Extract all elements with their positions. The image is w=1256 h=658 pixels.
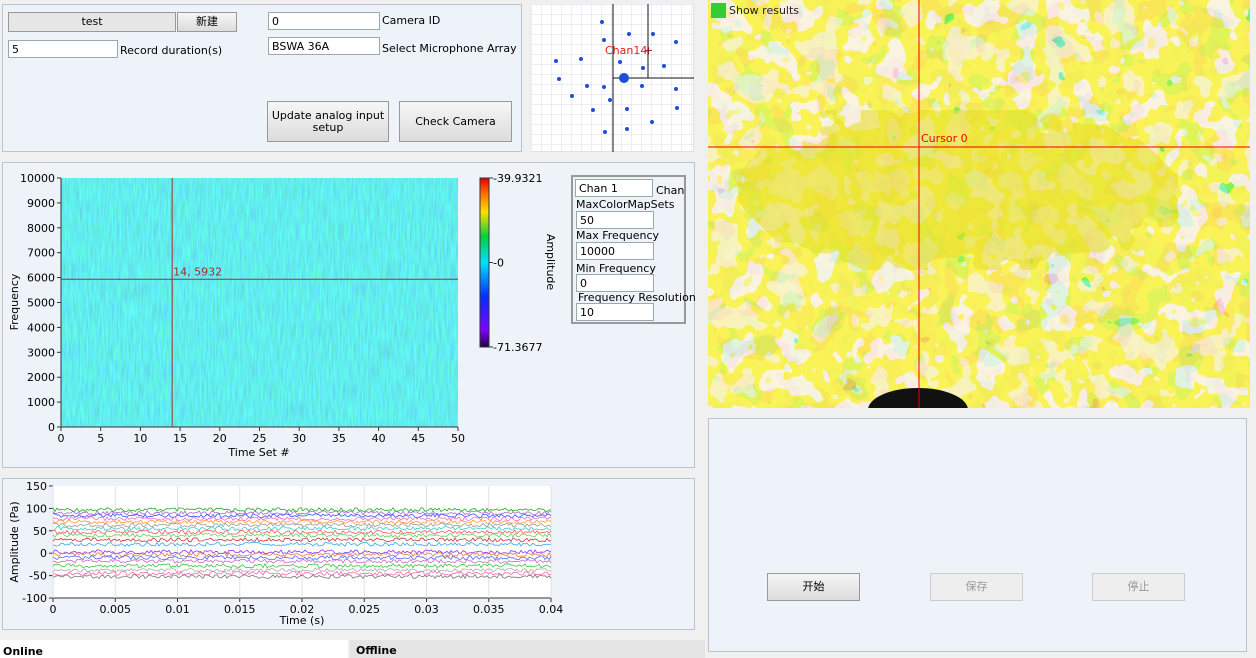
y-tick-label: 6000 bbox=[27, 272, 55, 285]
chan-select[interactable]: Chan 1 bbox=[575, 179, 653, 197]
y-tick-label: 4000 bbox=[27, 321, 55, 334]
show-results-label: Show results bbox=[729, 4, 799, 17]
x-tick-label: 0.015 bbox=[224, 603, 256, 616]
colorbar bbox=[480, 178, 489, 347]
x-tick-label: 0.03 bbox=[414, 603, 439, 616]
x-tick-label: 0.04 bbox=[539, 603, 564, 616]
camera-id-input[interactable]: 0 bbox=[268, 12, 380, 30]
x-axis-label: Time Set # bbox=[227, 446, 289, 459]
max-freq-label: Max Frequency bbox=[576, 229, 659, 242]
max-colormap-label: MaxColorMapSets bbox=[576, 198, 674, 211]
cursor-label: 14, 5932 bbox=[173, 265, 222, 278]
x-axis-label: Time (s) bbox=[279, 614, 325, 627]
y-tick-label: -100 bbox=[22, 592, 47, 605]
x-tick-label: 0.025 bbox=[349, 603, 381, 616]
y-tick-label: 150 bbox=[26, 480, 47, 493]
name-field[interactable]: test bbox=[8, 12, 176, 32]
array-cursor-label: Chan14 bbox=[605, 44, 647, 57]
duration-label: Record duration(s) bbox=[120, 44, 222, 57]
x-tick-label: 30 bbox=[292, 432, 306, 445]
x-tick-label: 45 bbox=[411, 432, 425, 445]
x-tick-label: 10 bbox=[133, 432, 147, 445]
stop-button[interactable]: 停止 bbox=[1092, 573, 1185, 601]
actions-panel bbox=[708, 418, 1247, 652]
offline-tab[interactable]: Offline bbox=[350, 640, 705, 658]
x-tick-label: 0 bbox=[58, 432, 65, 445]
y-tick-label: 8000 bbox=[27, 222, 55, 235]
camera-view: Cursor 0 Show results bbox=[708, 0, 1250, 408]
duration-input[interactable]: 5 bbox=[8, 40, 118, 58]
y-tick-label: 0 bbox=[48, 421, 55, 434]
new-button[interactable]: 新建 bbox=[177, 12, 237, 32]
y-tick-label: 7000 bbox=[27, 247, 55, 260]
y-axis-label: Amplitude (Pa) bbox=[8, 501, 21, 582]
chan-label: Chan bbox=[656, 184, 684, 197]
y-tick-label: 100 bbox=[26, 502, 47, 515]
colorbar-tick-label: -39.9321 bbox=[493, 172, 542, 185]
x-tick-label: 0.035 bbox=[473, 603, 505, 616]
x-tick-label: 0.005 bbox=[100, 603, 132, 616]
x-tick-label: 5 bbox=[97, 432, 104, 445]
spectrogram-image bbox=[61, 178, 458, 427]
y-tick-label: 5000 bbox=[27, 297, 55, 310]
max-freq-input[interactable]: 10000 bbox=[576, 242, 654, 260]
max-colormap-input[interactable]: 50 bbox=[576, 211, 654, 229]
update-button[interactable]: Update analog input setup bbox=[267, 101, 389, 142]
x-tick-label: 35 bbox=[332, 432, 346, 445]
x-tick-label: 0 bbox=[50, 603, 57, 616]
check-camera-button[interactable]: Check Camera bbox=[399, 101, 512, 142]
camera-id-label: Camera ID bbox=[382, 14, 440, 27]
x-tick-label: 20 bbox=[213, 432, 227, 445]
array-plot: Chan14 + bbox=[531, 4, 694, 152]
start-button[interactable]: 开始 bbox=[767, 573, 860, 601]
y-tick-label: -50 bbox=[29, 570, 47, 583]
y-tick-label: 2000 bbox=[27, 371, 55, 384]
colorbar-tick-label: -0 bbox=[493, 257, 504, 270]
array-cursor-mark: + bbox=[644, 44, 653, 57]
y-tick-label: 1000 bbox=[27, 396, 55, 409]
show-results-toggle[interactable] bbox=[711, 3, 726, 18]
y-tick-label: 9000 bbox=[27, 197, 55, 210]
min-freq-input[interactable]: 0 bbox=[576, 274, 654, 292]
online-tab[interactable]: Online bbox=[0, 640, 348, 658]
y-tick-label: 0 bbox=[40, 547, 47, 560]
save-button[interactable]: 保存 bbox=[930, 573, 1023, 601]
x-tick-label: 50 bbox=[451, 432, 465, 445]
waveform: 00.0050.010.0150.020.0250.030.0350.04-10… bbox=[2, 478, 695, 630]
x-tick-label: 15 bbox=[173, 432, 187, 445]
y-tick-label: 10000 bbox=[20, 172, 55, 185]
colorbar-tick-label: -71.3677 bbox=[493, 341, 542, 354]
colorbar-label: Amplitude bbox=[544, 234, 557, 291]
camera-cursor-label: Cursor 0 bbox=[921, 132, 968, 145]
y-tick-label: 50 bbox=[33, 525, 47, 538]
mic-array-select[interactable]: BSWA 36A bbox=[268, 37, 380, 55]
freq-res-input[interactable]: 10 bbox=[576, 303, 654, 321]
x-tick-label: 0.01 bbox=[165, 603, 190, 616]
x-tick-label: 40 bbox=[372, 432, 386, 445]
mic-array-label: Select Microphone Array bbox=[382, 42, 517, 55]
y-axis-label: Frequency bbox=[8, 273, 21, 330]
y-tick-label: 3000 bbox=[27, 346, 55, 359]
x-tick-label: 25 bbox=[253, 432, 267, 445]
